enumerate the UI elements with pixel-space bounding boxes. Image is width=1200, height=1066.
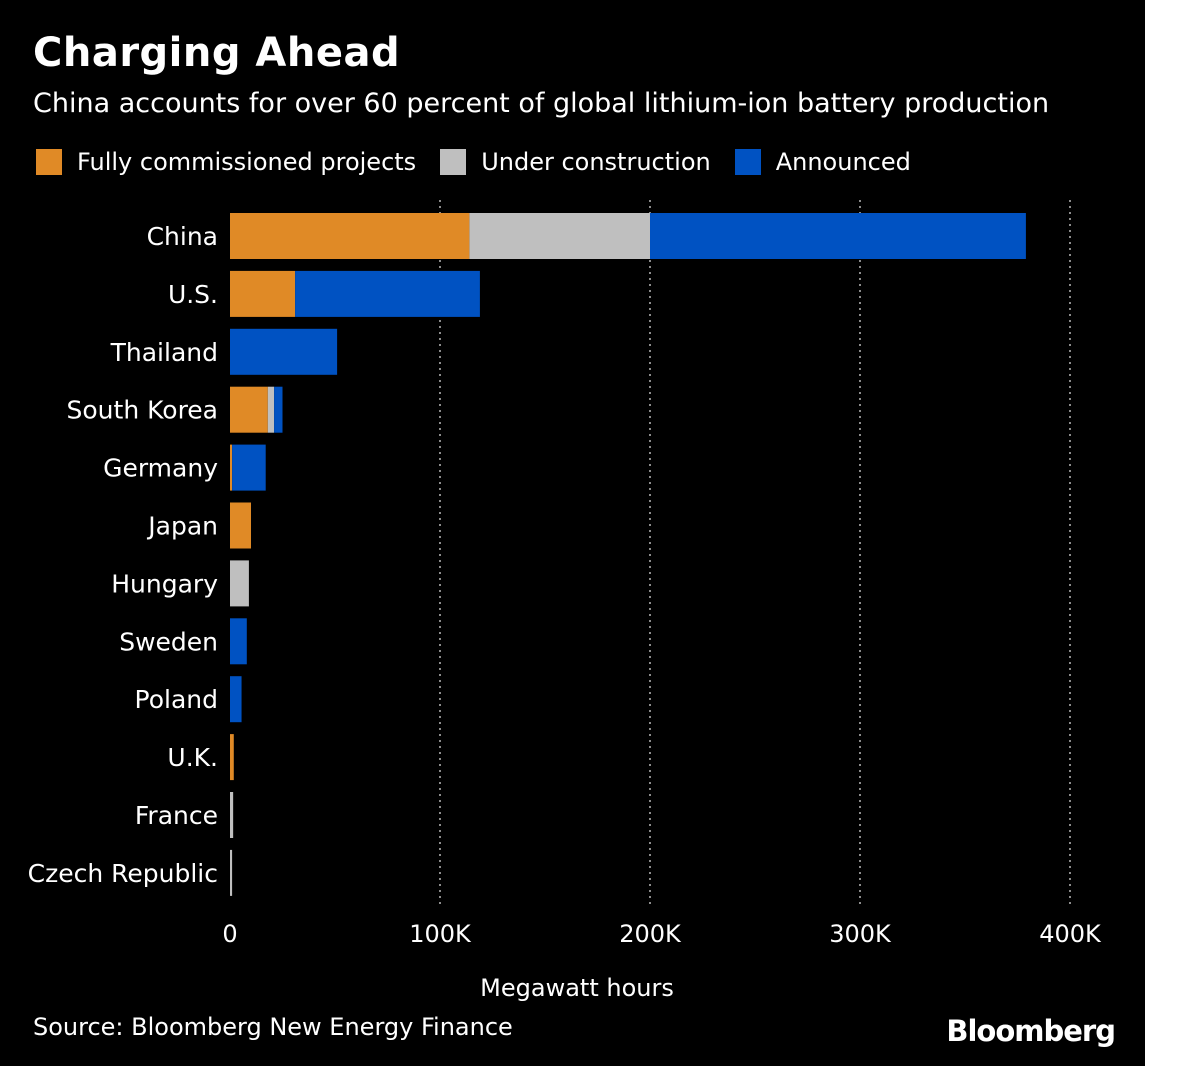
chart-frame: Charging Ahead China accounts for over 6…	[0, 0, 1145, 1066]
bar-u-k--fully-commissioned-projects	[230, 734, 234, 781]
legend-swatch-announced	[734, 149, 761, 175]
legend-item-announced: Announced	[734, 148, 911, 176]
bar-chart: China U.S. Thailand South Korea Germany Japan…	[28, 200, 1102, 1002]
x-tick-label-0: 0	[222, 920, 237, 948]
category-label-thailand: Thailand	[110, 338, 218, 367]
bar-hungary-under-construction	[230, 560, 249, 607]
bar-china-fully-commissioned-projects	[230, 213, 470, 259]
chart-subtitle: China accounts for over 60 percent of gl…	[33, 88, 1050, 119]
legend-item-under-construction: Under construction	[440, 148, 711, 176]
category-label-germany: Germany	[103, 454, 218, 483]
bar-france-under-construction	[230, 792, 234, 838]
legend-label-fully-commissioned: Fully commissioned projects	[77, 148, 417, 176]
category-label-u-s-: U.S.	[168, 280, 218, 309]
category-label-france: France	[135, 801, 218, 830]
legend: Fully commissioned projects Under constr…	[36, 145, 935, 179]
bar-u-s--fully-commissioned-projects	[230, 270, 296, 317]
bar-germany-announced	[232, 444, 266, 491]
category-label-u-k-: U.K.	[167, 743, 218, 772]
legend-swatch-fully-commissioned	[36, 149, 62, 175]
chart-title: Charging Ahead	[33, 30, 401, 76]
bar-china-under-construction	[469, 213, 650, 259]
x-axis-title: Megawatt hours	[480, 974, 674, 1002]
bar-germany-fully-commissioned-projects	[230, 444, 233, 491]
category-label-poland: Poland	[135, 685, 218, 714]
bar-poland-announced	[230, 676, 242, 723]
x-tick-label-300K: 300K	[829, 920, 892, 948]
bar-u-s--announced	[295, 270, 480, 317]
category-label-china: China	[147, 222, 218, 251]
bar-south-korea-announced	[274, 386, 283, 433]
source-note: Source: Bloomberg New Energy Finance	[33, 1013, 513, 1041]
bar-japan-fully-commissioned-projects	[230, 502, 251, 549]
x-tick-label-400K: 400K	[1039, 920, 1102, 948]
bar-south-korea-under-construction	[267, 386, 275, 433]
bar-thailand-announced	[230, 328, 338, 375]
bar-czech-republic-under-construction	[230, 849, 233, 896]
bloomberg-logo: Bloomberg	[946, 1014, 1116, 1048]
legend-label-under-construction: Under construction	[481, 148, 711, 176]
legend-label-announced: Announced	[775, 148, 911, 176]
category-label-hungary: Hungary	[111, 569, 218, 598]
category-label-south-korea: South Korea	[67, 396, 218, 425]
bar-china-announced	[650, 213, 1026, 259]
bar-south-korea-fully-commissioned-projects	[230, 386, 268, 433]
legend-item-fully-commissioned: Fully commissioned projects	[36, 148, 416, 176]
category-label-czech-republic: Czech Republic	[28, 859, 218, 888]
bar-sweden-announced	[230, 618, 247, 665]
x-tick-label-100K: 100K	[409, 920, 472, 948]
legend-swatch-under-construction	[440, 149, 467, 175]
category-label-sweden: Sweden	[119, 627, 218, 656]
x-tick-label-200K: 200K	[619, 920, 682, 948]
category-label-japan: Japan	[146, 512, 218, 541]
